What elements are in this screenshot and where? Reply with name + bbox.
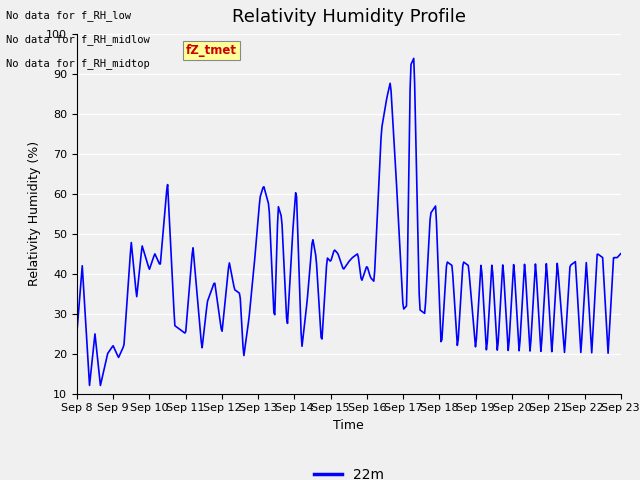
- Text: No data for f_RH_low: No data for f_RH_low: [6, 10, 131, 21]
- X-axis label: Time: Time: [333, 419, 364, 432]
- Text: fZ_tmet: fZ_tmet: [186, 44, 237, 58]
- Legend: 22m: 22m: [308, 462, 389, 480]
- Text: No data for f_RH_midtop: No data for f_RH_midtop: [6, 58, 150, 69]
- Text: No data for f_RH_midlow: No data for f_RH_midlow: [6, 34, 150, 45]
- Y-axis label: Relativity Humidity (%): Relativity Humidity (%): [28, 141, 40, 286]
- Title: Relativity Humidity Profile: Relativity Humidity Profile: [232, 9, 466, 26]
